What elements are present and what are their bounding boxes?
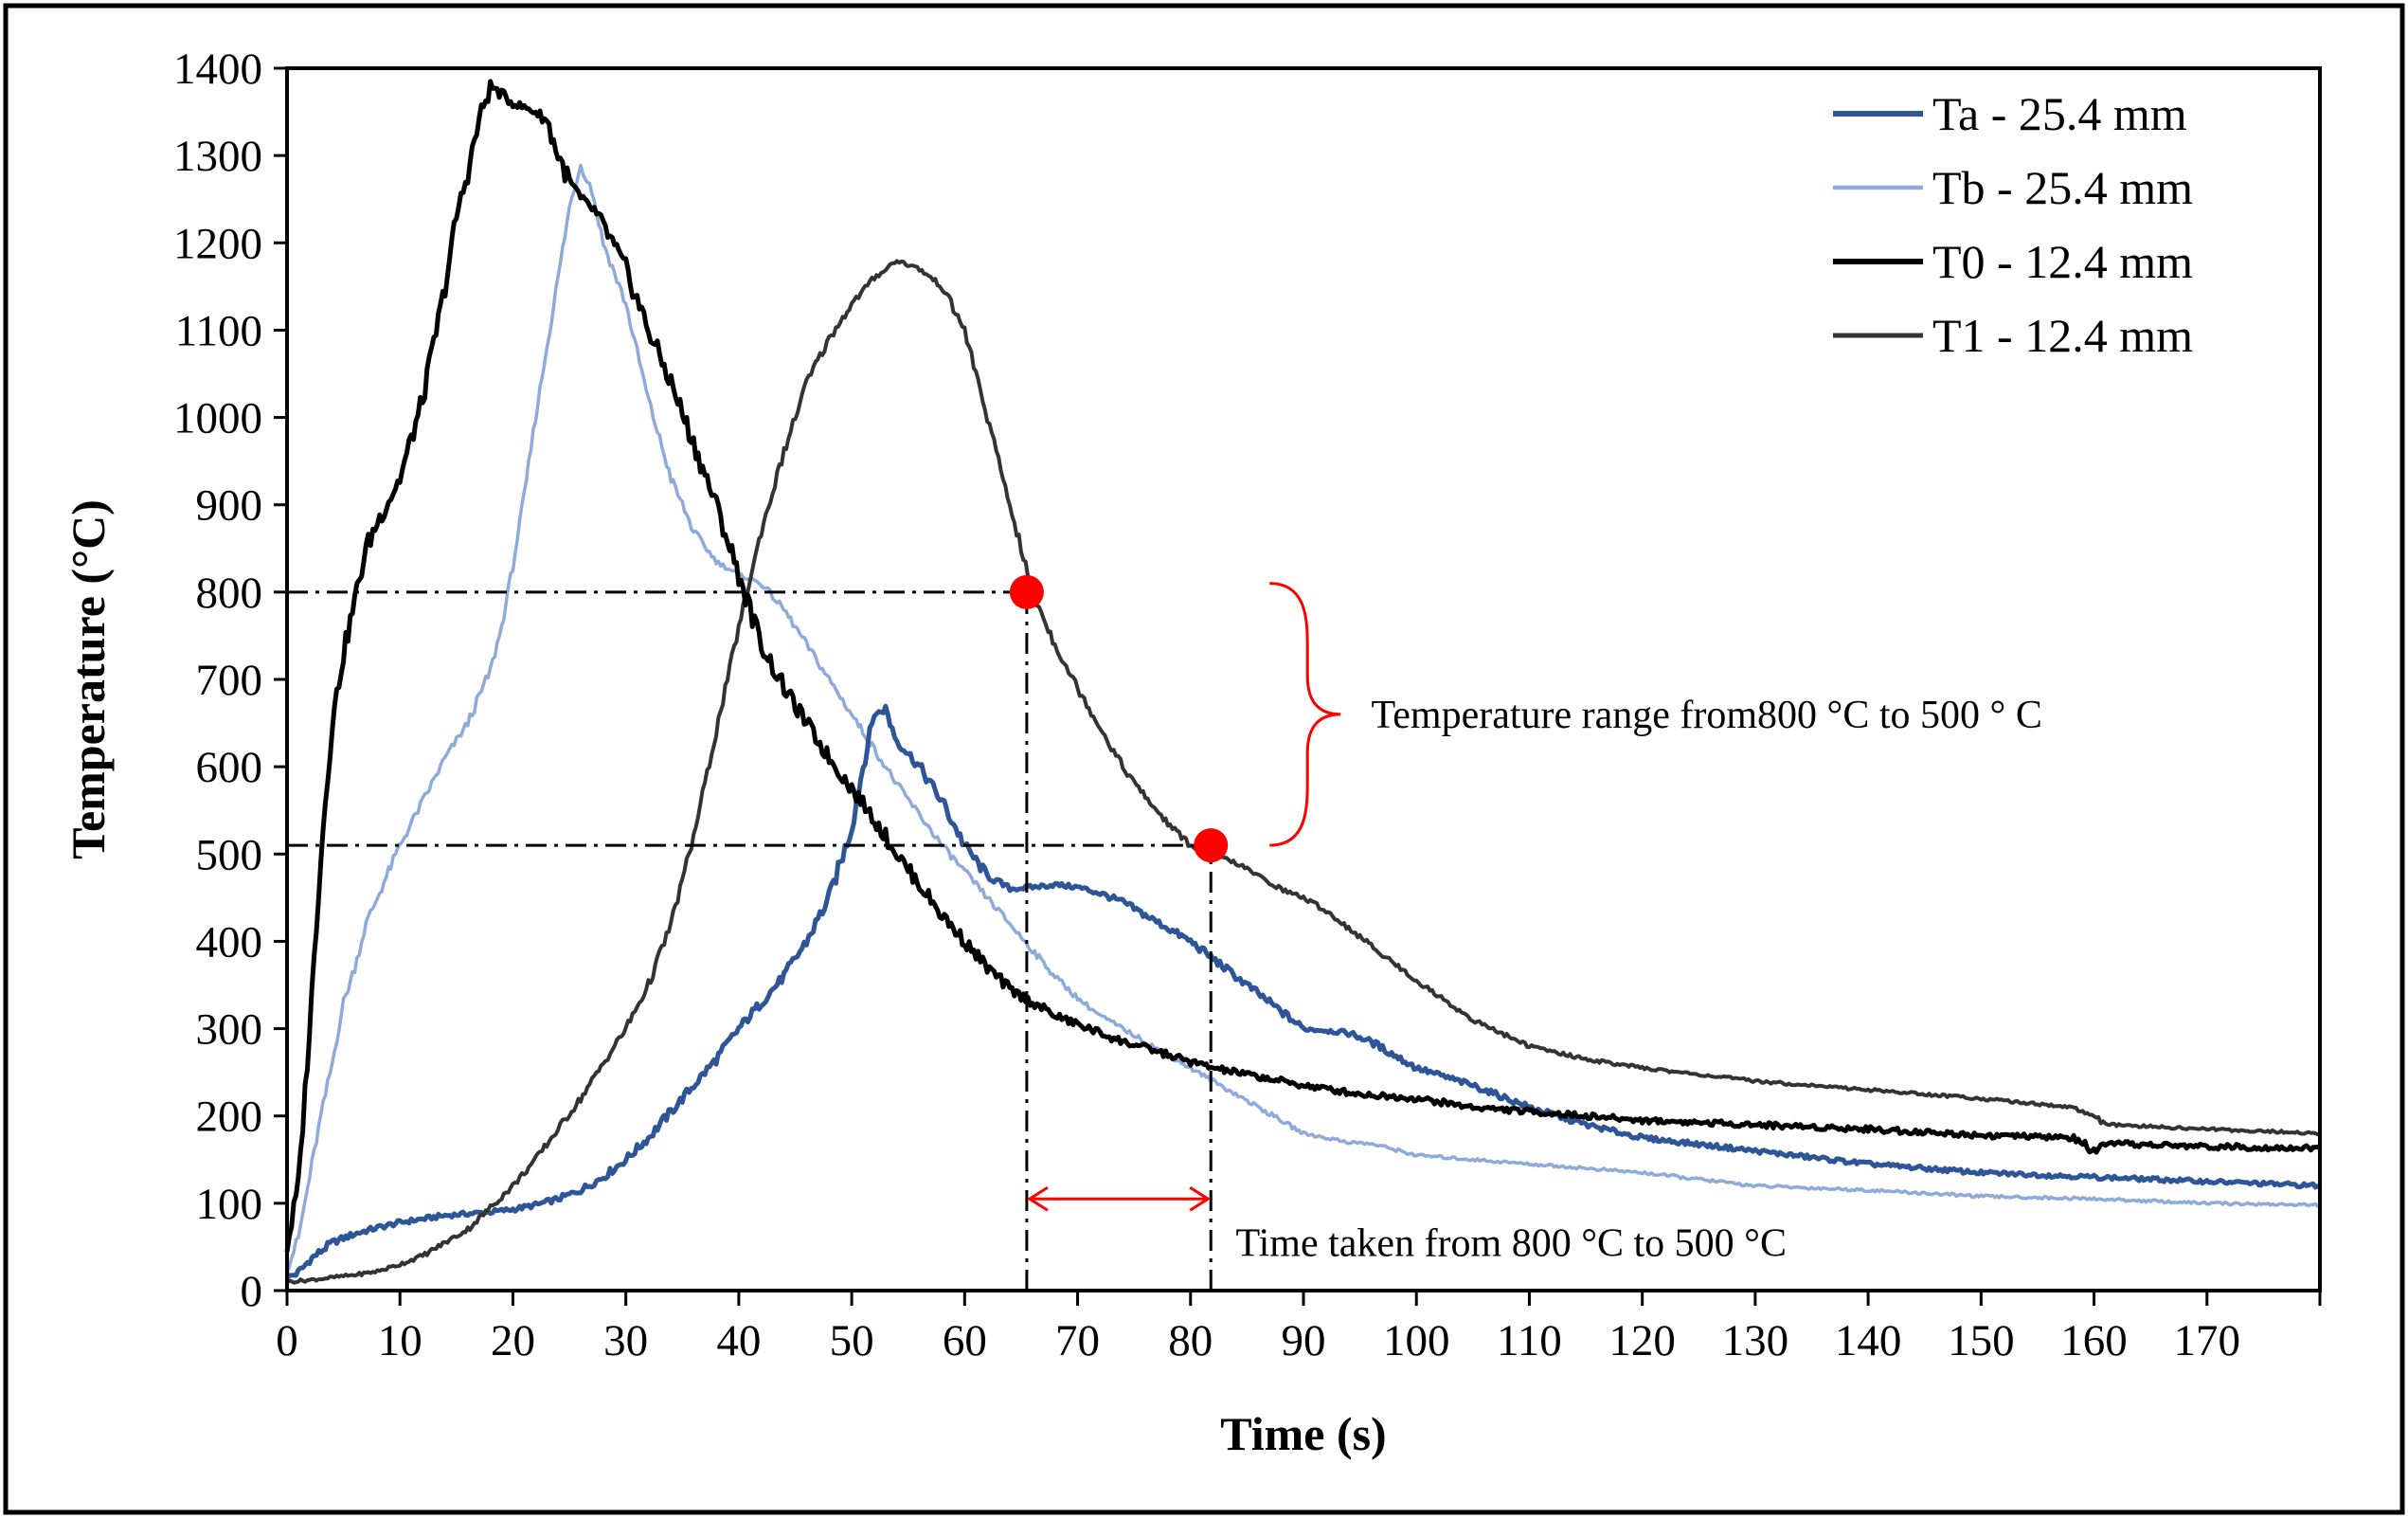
y-tick-label: 800 <box>196 569 263 618</box>
marker-point <box>1009 574 1044 609</box>
legend-label: T1 - 12.4 mm <box>1932 309 2193 362</box>
y-tick-label: 400 <box>196 917 263 967</box>
marker-point <box>1194 828 1229 863</box>
legend-label: Ta - 25.4 mm <box>1932 87 2187 140</box>
y-tick-label: 900 <box>196 481 263 531</box>
range-brace <box>1269 582 1341 847</box>
x-tick-label: 10 <box>378 1316 422 1365</box>
y-tick-label: 1300 <box>173 132 262 181</box>
series-line-ta-25-4-mm <box>284 703 2321 1281</box>
x-tick-label: 160 <box>2060 1316 2128 1365</box>
x-tick-label: 110 <box>1497 1316 1562 1365</box>
y-tick-label: 1000 <box>173 394 262 443</box>
legend-label: T0 - 12.4 mm <box>1932 235 2193 288</box>
y-axis-ticks: 0 100 200 300 400 500 600 700 800 900 1000 1100 1200… <box>173 45 287 1316</box>
x-tick-label: 170 <box>2174 1316 2241 1365</box>
y-tick-label: 300 <box>196 1005 263 1055</box>
reference-lines <box>287 574 1229 1291</box>
time-arrow-head-right <box>1189 1185 1212 1212</box>
y-tick-label: 600 <box>196 743 263 792</box>
x-tick-label: 0 <box>276 1316 298 1365</box>
y-tick-label: 700 <box>196 656 263 705</box>
x-tick-label: 120 <box>1608 1316 1676 1365</box>
figure-frame <box>3 3 2405 1515</box>
series-line-t1-12-4-mm <box>285 259 2321 1285</box>
y-tick-label: 1100 <box>175 306 262 355</box>
y-axis-title: Temperature (°C) <box>62 499 115 859</box>
y-tick-label: 0 <box>241 1267 263 1316</box>
legend-label: Tb - 25.4 mm <box>1932 161 2193 214</box>
x-tick-label: 80 <box>1168 1316 1213 1365</box>
x-tick-label: 100 <box>1383 1316 1450 1365</box>
x-tick-label: 20 <box>491 1316 535 1365</box>
x-tick-label: 140 <box>1835 1316 1902 1365</box>
x-axis-ticks: 0 10 20 30 40 50 60 70 80 90 100 110 120 130 140 150 160… <box>276 1291 2322 1365</box>
y-tick-label: 1200 <box>173 219 262 268</box>
series-line-t0-12-4-mm <box>284 79 2322 1253</box>
x-tick-label: 150 <box>1948 1316 2015 1365</box>
y-tick-label: 100 <box>196 1180 263 1229</box>
x-tick-label: 60 <box>943 1316 987 1365</box>
time-arrow-head-left <box>1027 1185 1049 1212</box>
annotations: Temperature range from800 °C to 500 ° C T… <box>1027 582 2042 1265</box>
legend: Ta - 25.4 mm Tb - 25.4 mm T0 - 12.4 mm T1 -… <box>1833 87 2193 362</box>
series-line-tb-25-4-mm <box>285 163 2321 1274</box>
x-tick-label: 70 <box>1055 1316 1100 1365</box>
y-tick-label: 200 <box>196 1093 263 1142</box>
x-tick-label: 30 <box>603 1316 648 1365</box>
annotation-temperature-range: Temperature range from800 °C to 500 ° C <box>1372 694 2042 737</box>
annotation-time-taken: Time taken from 800 °C to 500 °C <box>1235 1221 1787 1265</box>
y-tick-label: 1400 <box>173 45 262 94</box>
x-tick-label: 90 <box>1282 1316 1326 1365</box>
x-axis-title: Time (s) <box>1220 1407 1386 1460</box>
x-tick-label: 50 <box>830 1316 874 1365</box>
y-tick-label: 500 <box>196 830 263 879</box>
x-tick-label: 40 <box>716 1316 761 1365</box>
x-tick-label: 130 <box>1722 1316 1789 1365</box>
series-layer <box>284 79 2322 1285</box>
